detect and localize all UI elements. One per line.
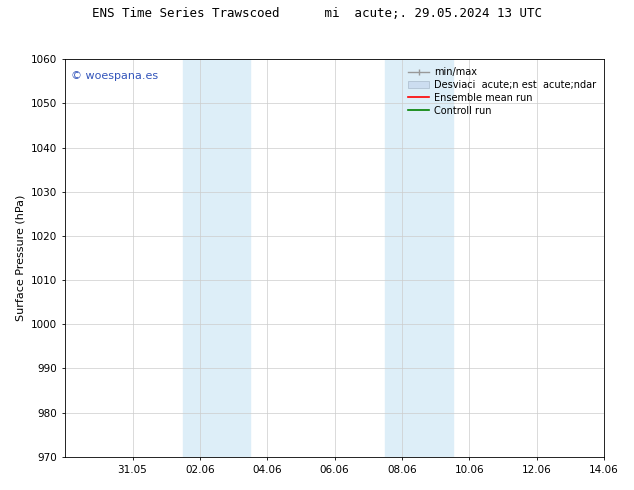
Text: © woespana.es: © woespana.es <box>70 71 158 81</box>
Y-axis label: Surface Pressure (hPa): Surface Pressure (hPa) <box>15 195 25 321</box>
Bar <box>385 59 453 457</box>
Bar <box>183 59 250 457</box>
Legend: min/max, Desviaci  acute;n est  acute;ndar, Ensemble mean run, Controll run: min/max, Desviaci acute;n est acute;ndar… <box>405 64 599 119</box>
Text: ENS Time Series Trawscoed      mi  acute;. 29.05.2024 13 UTC: ENS Time Series Trawscoed mi acute;. 29.… <box>92 7 542 21</box>
